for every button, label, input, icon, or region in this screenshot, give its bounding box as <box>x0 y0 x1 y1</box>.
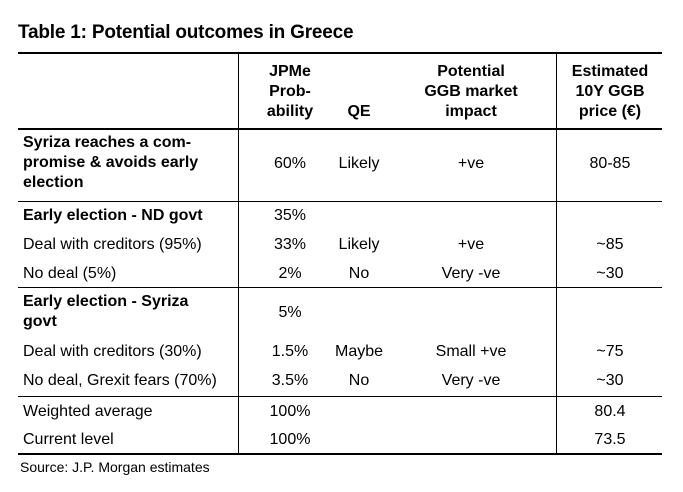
row-label-syriza-deal: Deal with creditors (30%) <box>23 343 202 360</box>
cell-price: ~85 <box>596 236 624 253</box>
cell-qe: No <box>348 265 370 282</box>
bottom-rule <box>18 453 662 455</box>
title-rule <box>18 52 662 54</box>
cell-probability: 60% <box>273 155 307 172</box>
column-divider <box>238 54 239 453</box>
row-divider <box>18 287 662 288</box>
cell-price: ~30 <box>596 265 624 282</box>
row-label-syriza-nodeal: No deal, Grexit fears (70%) <box>23 372 217 389</box>
cell-probability: 33% <box>273 236 307 253</box>
cell-probability: 3.5% <box>271 372 309 389</box>
cell-probability: 35% <box>273 207 307 224</box>
row-divider <box>18 201 662 202</box>
header-qe: QE <box>347 103 371 120</box>
row-label-weighted-average: Weighted average <box>23 403 153 420</box>
row-label-nd-nodeal: No deal (5%) <box>23 265 117 282</box>
source-note: Source: J.P. Morgan estimates <box>20 459 210 475</box>
cell-probability: 100% <box>269 431 311 448</box>
cell-probability: 1.5% <box>271 343 309 360</box>
cell-impact: Very -ve <box>441 372 501 389</box>
row-label-current-level: Current level <box>23 431 114 448</box>
cell-impact: +ve <box>457 236 485 253</box>
cell-price: 80-85 <box>589 155 631 172</box>
cell-impact: Very -ve <box>441 265 501 282</box>
cell-impact: +ve <box>457 155 485 172</box>
row-label-nd-deal: Deal with creditors (95%) <box>23 236 202 253</box>
cell-qe: Likely <box>338 236 380 253</box>
header-rule <box>18 128 662 130</box>
cell-probability: 100% <box>269 403 311 420</box>
header-ggb-price: Estimated 10Y GGB price (€) <box>571 63 649 120</box>
row-label-nd-govt: Early election - ND govt <box>23 207 203 224</box>
row-label-syriza-govt: Early election - Syriza govt <box>23 293 189 330</box>
table-title: Table 1: Potential outcomes in Greece <box>18 22 354 43</box>
cell-price: ~75 <box>596 343 624 360</box>
row-divider <box>18 396 662 397</box>
cell-qe: Likely <box>338 155 380 172</box>
row-label-syriza-compromise: Syriza reaches a com-promise & avoids ea… <box>23 134 199 191</box>
cell-price: 73.5 <box>594 431 626 448</box>
column-divider <box>556 54 557 453</box>
header-probability: JPMe Prob-ability <box>266 63 314 120</box>
cell-qe: No <box>348 372 370 389</box>
cell-price: 80.4 <box>594 403 626 420</box>
cell-qe: Maybe <box>334 343 384 360</box>
cell-probability: 5% <box>278 304 302 321</box>
cell-impact: Small +ve <box>435 343 507 360</box>
cell-price: ~30 <box>596 372 624 389</box>
header-market-impact: Potential GGB market impact <box>424 63 518 120</box>
cell-probability: 2% <box>278 265 302 282</box>
